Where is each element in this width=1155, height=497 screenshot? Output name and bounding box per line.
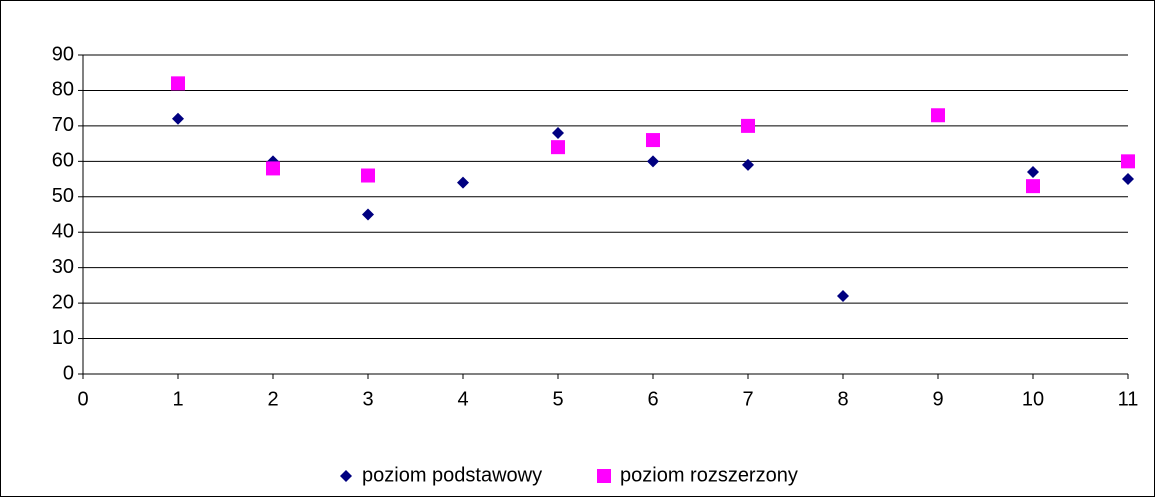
point	[837, 290, 849, 303]
point	[361, 168, 375, 183]
point	[171, 76, 185, 91]
legend-marker	[597, 469, 611, 483]
point	[1121, 154, 1135, 169]
point	[931, 108, 945, 123]
x-tick-label: 5	[552, 388, 563, 410]
y-tick-label: 50	[52, 185, 74, 207]
legend-label: poziom podstawowy	[362, 464, 542, 486]
y-tick-label: 30	[52, 256, 74, 278]
point	[362, 208, 374, 221]
y-tick-label: 20	[52, 291, 74, 313]
point	[457, 176, 469, 189]
x-tick-label: 11	[1118, 388, 1139, 410]
legend-marker	[340, 470, 352, 482]
y-tick-label: 10	[52, 327, 74, 349]
x-tick-label: 1	[172, 388, 183, 410]
point	[551, 140, 565, 155]
point	[742, 158, 754, 171]
y-tick-label: 40	[52, 221, 74, 243]
point	[266, 161, 280, 176]
y-tick-label: 60	[52, 150, 74, 172]
x-tick-label: 4	[457, 388, 468, 410]
x-tick-label: 9	[932, 388, 943, 410]
x-tick-label: 3	[362, 388, 373, 410]
point	[1122, 173, 1134, 186]
point	[741, 118, 755, 133]
y-tick-label: 90	[52, 43, 74, 65]
x-tick-label: 0	[77, 388, 88, 410]
x-tick-label: 7	[742, 388, 753, 410]
x-tick-label: 8	[837, 388, 848, 410]
x-tick-label: 2	[267, 388, 278, 410]
point	[552, 126, 564, 139]
x-tick-label: 6	[647, 388, 658, 410]
y-tick-label: 80	[52, 79, 74, 101]
point	[1026, 179, 1040, 194]
y-tick-label: 70	[52, 114, 74, 136]
point	[647, 155, 659, 168]
x-tick-label: 10	[1022, 388, 1044, 410]
point	[1027, 165, 1039, 178]
legend-label: poziom rozszerzony	[620, 464, 798, 486]
point	[172, 112, 184, 125]
point	[646, 133, 660, 148]
y-tick-label: 0	[63, 362, 74, 384]
